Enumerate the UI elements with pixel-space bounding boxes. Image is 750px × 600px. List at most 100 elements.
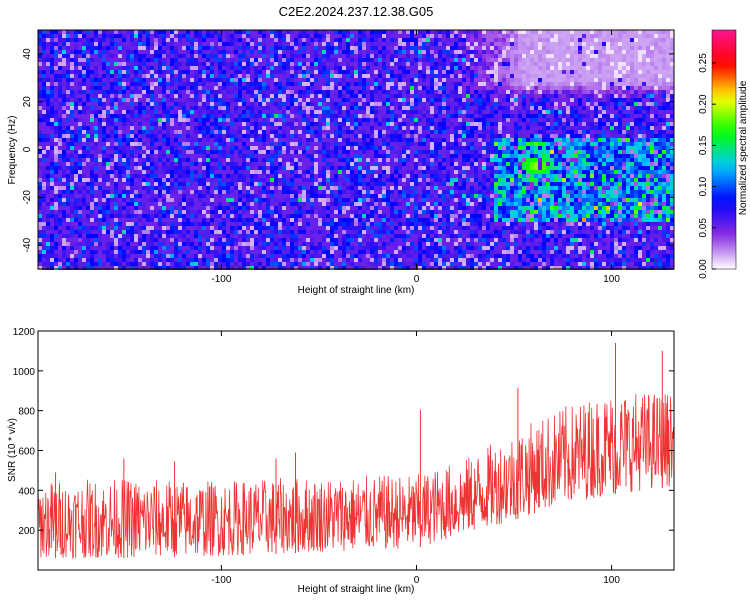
heatmap-cell: [582, 126, 586, 130]
heatmap-cell: [474, 34, 478, 38]
heatmap-cell: [486, 142, 490, 146]
heatmap-cell: [178, 138, 182, 142]
heatmap-cell: [54, 122, 58, 126]
heatmap-cell: [294, 154, 298, 158]
heatmap-cell: [46, 34, 50, 38]
heatmap-cell: [578, 102, 582, 106]
heatmap-cell: [618, 94, 622, 98]
heatmap-cell: [670, 122, 674, 126]
heatmap-cell: [42, 130, 46, 134]
heatmap-cell: [310, 134, 314, 138]
heatmap-cell: [254, 126, 258, 130]
heatmap-cell: [422, 70, 426, 74]
heatmap-cell: [486, 122, 490, 126]
heatmap-cell: [158, 82, 162, 86]
heatmap-cell: [262, 74, 266, 78]
heatmap-cell: [210, 30, 214, 34]
heatmap-cell: [154, 62, 158, 66]
heatmap-cell: [450, 30, 454, 34]
heatmap-cell: [670, 30, 674, 34]
heatmap-cell: [142, 94, 146, 98]
heatmap-cell: [562, 122, 566, 126]
heatmap-cell: [562, 114, 566, 118]
heatmap-cell: [558, 74, 562, 78]
heatmap-cell: [346, 130, 350, 134]
heatmap-cell: [546, 90, 550, 94]
heatmap-cell: [654, 118, 658, 122]
heatmap-cell: [262, 154, 266, 158]
heatmap-cell: [562, 146, 566, 150]
heatmap-cell: [574, 130, 578, 134]
heatmap-cell: [126, 146, 130, 150]
heatmap-cell: [418, 86, 422, 90]
heatmap-cell: [658, 114, 662, 118]
heatmap-cell: [282, 102, 286, 106]
heatmap-cell: [378, 106, 382, 110]
heatmap-cell: [382, 94, 386, 98]
heatmap-cell: [526, 58, 530, 62]
heatmap-cell: [98, 30, 102, 34]
heatmap-cell: [58, 126, 62, 130]
heatmap-cell: [510, 78, 514, 82]
heatmap-cell: [230, 30, 234, 34]
heatmap-cell: [662, 34, 666, 38]
heatmap-cell: [162, 70, 166, 74]
heatmap-cell: [162, 42, 166, 46]
heatmap-cell: [78, 50, 82, 54]
heatmap-cell: [254, 94, 258, 98]
heatmap-cell: [586, 150, 590, 154]
heatmap-cell: [62, 42, 66, 46]
heatmap-cell: [462, 122, 466, 126]
heatmap-cell: [278, 146, 282, 150]
heatmap-cell: [150, 54, 154, 58]
heatmap-cell: [310, 118, 314, 122]
heatmap-cell: [338, 114, 342, 118]
heatmap-cell: [370, 110, 374, 114]
heatmap-cell: [474, 58, 478, 62]
heatmap-cell: [590, 102, 594, 106]
heatmap-cell: [322, 106, 326, 110]
heatmap-cell: [470, 66, 474, 70]
heatmap-cell: [394, 94, 398, 98]
heatmap-cell: [274, 38, 278, 42]
heatmap-cell: [134, 126, 138, 130]
heatmap-cell: [486, 30, 490, 34]
heatmap-cell: [602, 110, 606, 114]
heatmap-cell: [254, 54, 258, 58]
heatmap-cell: [366, 94, 370, 98]
heatmap-cell: [170, 74, 174, 78]
heatmap-cell: [218, 138, 222, 142]
heatmap-cell: [306, 122, 310, 126]
heatmap-cell: [294, 94, 298, 98]
heatmap-cell: [278, 122, 282, 126]
heatmap-cell: [158, 42, 162, 46]
heatmap-cell: [182, 122, 186, 126]
heatmap-cell: [382, 78, 386, 82]
heatmap-cell: [622, 114, 626, 118]
heatmap-cell: [570, 46, 574, 50]
heatmap-cell: [502, 90, 506, 94]
heatmap-cell: [122, 114, 126, 118]
heatmap-cell: [346, 86, 350, 90]
heatmap-cell: [338, 46, 342, 50]
heatmap-cell: [114, 110, 118, 114]
heatmap-cell: [486, 130, 490, 134]
heatmap-cell: [410, 74, 414, 78]
heatmap-cell: [506, 86, 510, 90]
heatmap-cell: [434, 134, 438, 138]
heatmap-cell: [94, 54, 98, 58]
heatmap-cell: [366, 130, 370, 134]
heatmap-cell: [654, 38, 658, 42]
heatmap-cell: [382, 50, 386, 54]
heatmap-cell: [374, 106, 378, 110]
heatmap-cell: [110, 154, 114, 158]
heatmap-cell: [186, 90, 190, 94]
heatmap-cell: [158, 106, 162, 110]
heatmap-cell: [654, 74, 658, 78]
heatmap-cell: [106, 82, 110, 86]
heatmap-cell: [38, 82, 42, 86]
heatmap-cell: [162, 90, 166, 94]
heatmap-cell: [442, 106, 446, 110]
heatmap-cell: [246, 122, 250, 126]
heatmap-cell: [326, 122, 330, 126]
